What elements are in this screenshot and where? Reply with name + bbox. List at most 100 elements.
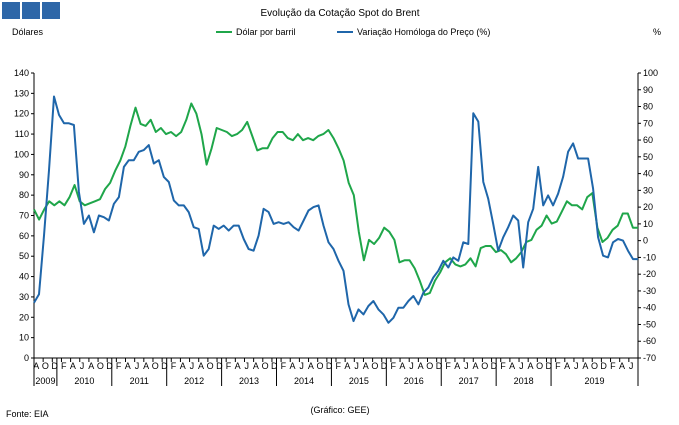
x-year-label: 2012 bbox=[184, 376, 204, 386]
y-tick-label-left: 140 bbox=[14, 68, 29, 78]
x-month-label: A bbox=[454, 361, 460, 371]
y-tick-label-left: 80 bbox=[19, 190, 29, 200]
y-tick-label-right: -70 bbox=[643, 353, 656, 363]
y-tick-label-right: -40 bbox=[643, 303, 656, 313]
x-month-label: J bbox=[190, 361, 195, 371]
x-month-label: A bbox=[308, 361, 314, 371]
x-month-label: O bbox=[152, 361, 159, 371]
x-month-label: D bbox=[271, 361, 278, 371]
credit-label: (Gráfico: GEE) bbox=[310, 405, 369, 415]
y-tick-label-right: 40 bbox=[643, 169, 653, 179]
logo-block-3 bbox=[42, 2, 60, 19]
x-month-label: D bbox=[51, 361, 58, 371]
x-month-label: O bbox=[262, 361, 269, 371]
y-tick-label-right: 80 bbox=[643, 102, 653, 112]
x-month-label: A bbox=[619, 361, 625, 371]
y-tick-label-left: 40 bbox=[19, 272, 29, 282]
x-month-label: D bbox=[546, 361, 553, 371]
x-year-label: 2013 bbox=[239, 376, 259, 386]
x-month-label: A bbox=[180, 361, 186, 371]
x-month-label: D bbox=[436, 361, 443, 371]
legend-label-dollar: Dólar por barril bbox=[236, 27, 296, 37]
x-month-label: F bbox=[390, 361, 396, 371]
x-month-label: A bbox=[198, 361, 204, 371]
y-tick-label-right: 90 bbox=[643, 85, 653, 95]
y-tick-label-left: 100 bbox=[14, 149, 29, 159]
x-month-label: D bbox=[216, 361, 223, 371]
y-tick-label-right: -30 bbox=[643, 286, 656, 296]
x-year-label: 2018 bbox=[514, 376, 534, 386]
x-month-label: O bbox=[371, 361, 378, 371]
x-month-label: D bbox=[381, 361, 388, 371]
y-tick-label-right: -60 bbox=[643, 336, 656, 346]
x-month-label: O bbox=[97, 361, 104, 371]
y-tick-label-right: 20 bbox=[643, 202, 653, 212]
y-tick-label-left: 120 bbox=[14, 109, 29, 119]
x-month-label: F bbox=[171, 361, 177, 371]
x-year-label: 2011 bbox=[130, 376, 149, 386]
x-month-label: A bbox=[473, 361, 479, 371]
x-month-label: A bbox=[33, 361, 39, 371]
logo-block-2 bbox=[22, 2, 40, 19]
y-tick-label-left: 0 bbox=[24, 353, 29, 363]
y-tick-label-left: 30 bbox=[19, 292, 29, 302]
x-month-label: A bbox=[344, 361, 350, 371]
y-tick-label-right: 0 bbox=[643, 236, 648, 246]
x-month-label: F bbox=[555, 361, 561, 371]
y-tick-label-right: 50 bbox=[643, 152, 653, 162]
x-month-label: F bbox=[226, 361, 232, 371]
x-month-label: D bbox=[600, 361, 607, 371]
x-month-label: A bbox=[253, 361, 259, 371]
x-month-label: O bbox=[426, 361, 433, 371]
y-tick-label-right: -20 bbox=[643, 269, 656, 279]
y-tick-label-right: 30 bbox=[643, 185, 653, 195]
logo-block-1 bbox=[2, 2, 20, 19]
x-year-label: 2009 bbox=[35, 376, 55, 386]
x-year-label: 2010 bbox=[74, 376, 94, 386]
x-month-label: A bbox=[582, 361, 588, 371]
x-month-label: A bbox=[88, 361, 94, 371]
y-tick-label-right: 60 bbox=[643, 135, 653, 145]
x-year-label: 2014 bbox=[294, 376, 314, 386]
x-month-label: J bbox=[629, 361, 634, 371]
y-tick-label-right: -10 bbox=[643, 252, 656, 262]
y-tick-label-left: 90 bbox=[19, 170, 29, 180]
x-month-label: O bbox=[42, 361, 49, 371]
y-tick-label-left: 110 bbox=[15, 129, 29, 139]
x-month-label: A bbox=[564, 361, 570, 371]
y-tick-label-right: 10 bbox=[643, 219, 653, 229]
x-year-label: 2019 bbox=[585, 376, 605, 386]
x-month-label: A bbox=[509, 361, 515, 371]
y-axis-left-label: Dólares bbox=[12, 27, 44, 37]
y-axis-right-label: % bbox=[653, 27, 661, 37]
x-month-label: A bbox=[290, 361, 296, 371]
x-month-label: J bbox=[409, 361, 414, 371]
y-tick-label-left: 60 bbox=[19, 231, 29, 241]
x-year-label: 2016 bbox=[404, 376, 424, 386]
x-month-label: J bbox=[354, 361, 359, 371]
x-month-label: J bbox=[135, 361, 140, 371]
x-year-label: 2017 bbox=[459, 376, 479, 386]
x-year-label: 2015 bbox=[349, 376, 369, 386]
y-tick-label-right: 70 bbox=[643, 118, 653, 128]
x-month-label: O bbox=[536, 361, 543, 371]
chart-title: Evolução da Cotação Spot do Brent bbox=[261, 8, 420, 19]
x-month-label: D bbox=[161, 361, 168, 371]
x-month-label: D bbox=[106, 361, 113, 371]
x-month-label: A bbox=[363, 361, 369, 371]
x-month-label: O bbox=[316, 361, 323, 371]
x-month-label: O bbox=[591, 361, 598, 371]
x-month-label: F bbox=[500, 361, 506, 371]
x-month-label: J bbox=[299, 361, 304, 371]
y-tick-label-right: -50 bbox=[643, 319, 656, 329]
x-month-label: A bbox=[399, 361, 405, 371]
x-month-label: O bbox=[481, 361, 488, 371]
legend: Dólar por barril Variação Homóloga do Pr… bbox=[216, 27, 490, 37]
y-tick-label-left: 20 bbox=[19, 312, 29, 322]
x-month-label: F bbox=[61, 361, 67, 371]
y-tick-label-left: 10 bbox=[19, 333, 29, 343]
x-month-label: J bbox=[464, 361, 469, 371]
x-month-label: J bbox=[245, 361, 250, 371]
x-month-label: F bbox=[116, 361, 122, 371]
